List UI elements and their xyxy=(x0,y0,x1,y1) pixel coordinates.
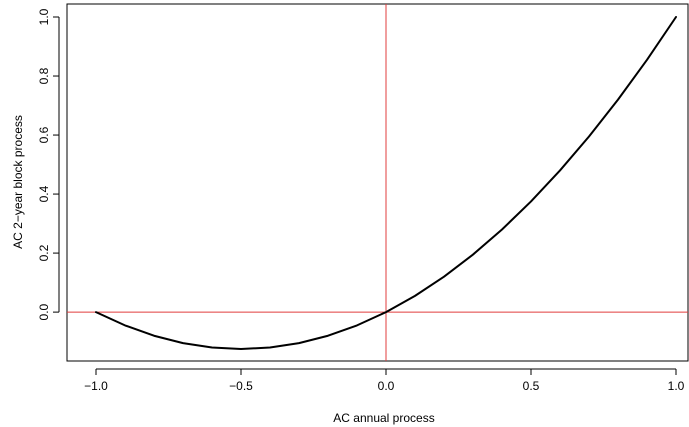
x-axis-ticks: −1.0 −0.5 0.0 0.5 1.0 xyxy=(84,369,685,393)
reference-lines xyxy=(67,4,688,361)
x-axis-title: AC annual process xyxy=(333,411,434,425)
y-tick-label: 0.4 xyxy=(37,185,51,202)
y-tick-label: 0.8 xyxy=(37,67,51,84)
series-layer xyxy=(95,16,677,350)
series-line xyxy=(95,16,677,350)
x-tick-label: −0.5 xyxy=(229,379,253,393)
plot-frame xyxy=(66,3,689,362)
x-tick-label: 0.0 xyxy=(378,379,395,393)
y-tick-label: 0.2 xyxy=(37,244,51,261)
y-tick-label: 1.0 xyxy=(37,8,51,25)
y-tick-label: 0.0 xyxy=(37,303,51,320)
y-axis-ticks: 0.0 0.2 0.4 0.6 0.8 1.0 xyxy=(37,8,59,320)
y-axis-title: AC 2−year block process xyxy=(11,115,25,249)
x-tick-label: 1.0 xyxy=(668,379,685,393)
y-tick-label: 0.6 xyxy=(37,126,51,143)
x-tick-label: 0.5 xyxy=(523,379,540,393)
x-tick-label: −1.0 xyxy=(84,379,108,393)
